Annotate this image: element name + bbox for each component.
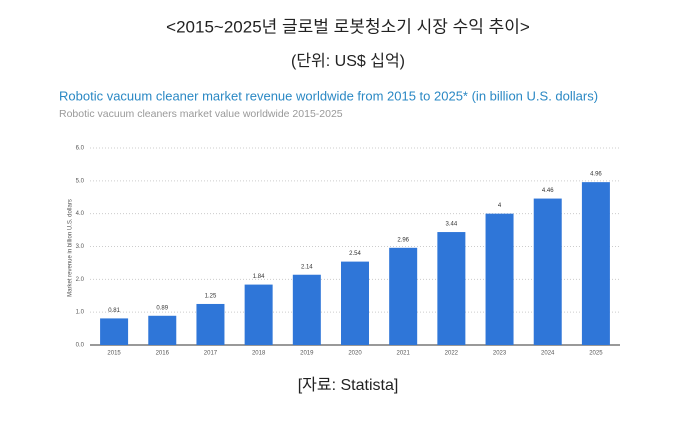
source: [자료: Statista] [298,376,399,394]
y-tick-label: 4.0 [76,211,85,217]
page-title: <2015~2025년 글로벌 로봇청소기 시장 수익 추이> [166,17,530,36]
value-label: 2.54 [349,251,361,257]
bar [389,247,418,345]
x-tick-label: 2016 [156,351,170,357]
bar [292,274,321,345]
value-label: 2.14 [301,264,313,270]
y-tick-label: 6.0 [76,146,85,152]
x-tick-label: 2015 [107,351,121,357]
bar [148,315,177,345]
bar [341,261,369,345]
value-label: 2.96 [397,237,409,243]
value-label: 1.25 [205,294,217,300]
x-tick-label: 2021 [397,351,411,357]
y-axis-label: Market revenue in billion U.S. dollars [68,199,74,297]
bar [485,213,514,345]
x-tick-label: 2018 [252,351,266,357]
x-tick-label: 2025 [589,351,603,357]
bar [581,182,610,345]
value-label: 4.96 [590,172,602,178]
value-label: 1.84 [253,274,265,280]
x-tick-label: 2017 [204,351,218,357]
x-tick-label: 2024 [541,351,555,357]
value-label: 4 [498,203,502,209]
chart-subtitle: Robotic vacuum cleaners market value wor… [59,108,343,120]
x-tick-label: 2023 [493,351,507,357]
bar [100,318,129,345]
value-label: 0.81 [108,308,120,314]
y-tick-label: 3.0 [76,244,85,250]
y-tick-label: 5.0 [76,178,85,184]
y-tick-label: 0.0 [76,343,85,349]
value-label: 4.46 [542,188,554,194]
unit-note: (단위: US$ 십억) [291,52,405,70]
bar [244,284,273,345]
bar [437,232,466,345]
bar [196,303,225,345]
value-label: 3.44 [446,222,458,228]
y-tick-label: 1.0 [76,310,85,316]
bar [533,198,562,345]
x-tick-label: 2022 [445,351,459,357]
x-tick-label: 2019 [300,351,314,357]
value-label: 0.89 [156,305,168,311]
x-tick-label: 2020 [348,351,362,357]
chart-title: Robotic vacuum cleaner market revenue wo… [59,88,598,103]
y-tick-label: 2.0 [76,277,85,283]
